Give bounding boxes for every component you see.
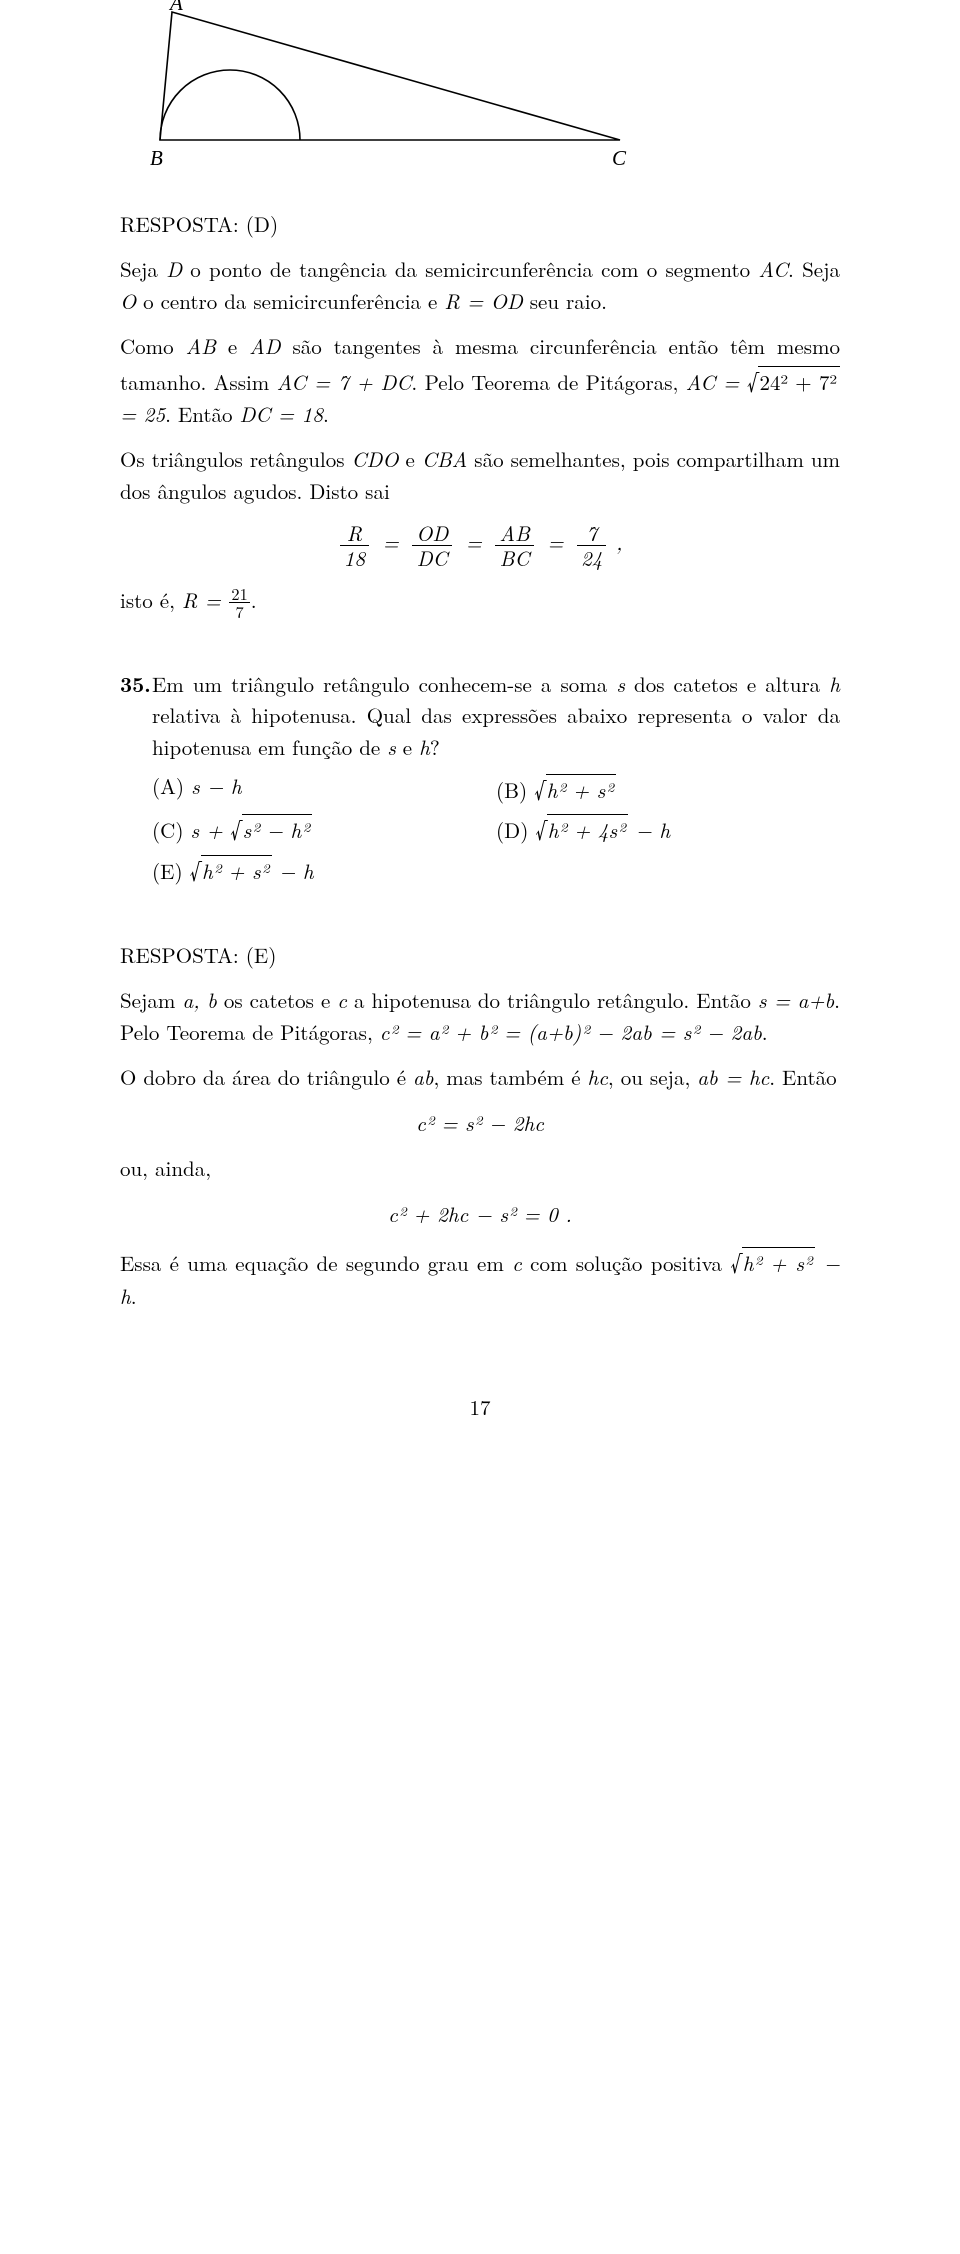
triangle-svg: A B C — [120, 0, 640, 170]
sol34-p2: Como AB e AD são tangentes à mesma circu… — [120, 331, 840, 430]
answer-34-header: RESPOSTA: (D) — [120, 209, 840, 241]
solution-34: RESPOSTA: (D) Seja D o ponto de tangênci… — [120, 209, 840, 621]
sol34-p3: Os triângulos retângulos CDO e CBA são s… — [120, 444, 840, 507]
label-C: C — [612, 146, 627, 170]
q35-option-B: (B) √h² + s² — [496, 771, 840, 807]
sol35-p1: Sejam a, b os catetos e c a hipotenusa d… — [120, 985, 840, 1048]
sol34-ratio: R18 = ODDC = ABBC = 724 , — [120, 521, 840, 570]
answer-35-header: RESPOSTA: (E) — [120, 940, 840, 972]
sol35-ou: ou, ainda, — [120, 1153, 840, 1185]
sol34-p4: isto é, R = 217. — [120, 585, 840, 621]
sol35-p2: O dobro da área do triângulo é ab, mas t… — [120, 1062, 840, 1094]
solution-35: RESPOSTA: (E) Sejam a, b os catetos e c … — [120, 940, 840, 1312]
label-B: B — [150, 146, 163, 170]
sol35-p3: Essa é uma equação de segundo grau em c … — [120, 1244, 840, 1312]
q35-option-C: (C) s + √s² − h² — [152, 811, 496, 847]
page-number: 17 — [120, 1392, 840, 1424]
sol35-eq1: c² = s² − 2hc — [120, 1108, 840, 1140]
triangle-figure: A B C — [120, 0, 840, 179]
sol35-eq2: c² + 2hc − s² = 0 . — [120, 1199, 840, 1231]
q35-option-D: (D) √h² + 4s² − h — [496, 811, 840, 847]
sol34-p1: Seja D o ponto de tangência da semicircu… — [120, 254, 840, 317]
q35-option-A: (A) s − h — [152, 771, 496, 807]
q35-option-E: (E) √h² + s² − h — [152, 852, 840, 888]
q35-stem: Em um triângulo retângulo conhecem-se a … — [152, 669, 840, 764]
q35-number: 35. — [120, 669, 152, 892]
question-35: 35. Em um triângulo retângulo conhecem-s… — [120, 669, 840, 892]
q35-options: (A) s − h (B) √h² + s² (C) s + √s² − h² … — [152, 771, 840, 892]
label-A: A — [168, 0, 183, 15]
